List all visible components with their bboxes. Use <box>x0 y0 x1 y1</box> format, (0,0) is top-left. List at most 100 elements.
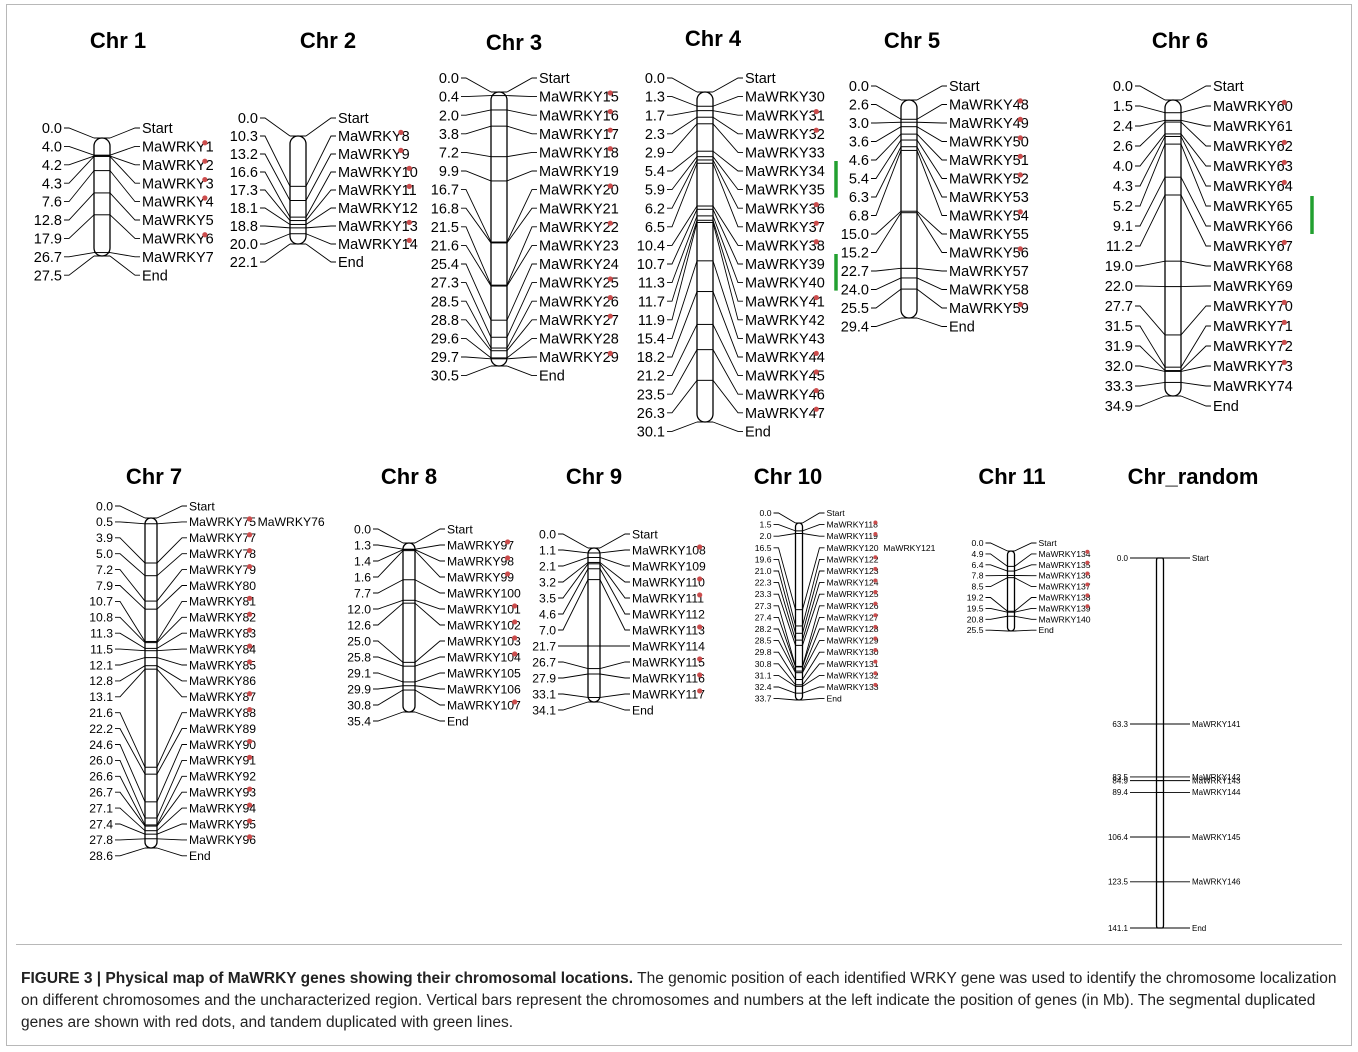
chr5-start-connector-right <box>916 85 947 101</box>
chr7-mawrky90-connector-left <box>115 744 146 803</box>
chr9-mawrky117-label: MaWRKY117 <box>632 687 705 701</box>
chr11-title: Chr 11 <box>978 464 1045 489</box>
chr3-mawrky24-label: MaWRKY24 <box>539 257 619 273</box>
chr1-mawrky3-connector-left <box>64 156 95 184</box>
chr6-mawrky73-label: MaWRKY73 <box>1213 359 1293 375</box>
chr6-mawrky69-position: 22.0 <box>1105 279 1133 295</box>
chr5-mawrky52-label: MaWRKY52 <box>949 172 1029 188</box>
chr11-mawrky139-label: MaWRKY139 <box>1039 603 1091 613</box>
chr3-mawrky19-label: MaWRKY19 <box>539 164 619 180</box>
chr6-mawrky71-connector-left <box>1135 325 1166 368</box>
chr3-mawrky28-connector-left <box>461 337 492 359</box>
chr10-mawrky131-label: MaWRKY131 <box>827 659 879 669</box>
chr4-mawrky40-connector-right <box>712 215 743 284</box>
chr6-mawrky67-connector-left <box>1135 194 1166 247</box>
chr7-mawrky88-position: 21.6 <box>89 706 113 720</box>
chr5-mawrky50-segmental-dot <box>1017 135 1023 141</box>
chr9-mawrky117-connector-right <box>599 693 630 698</box>
chr2-mawrky12-label: MaWRKY12 <box>338 201 418 217</box>
chr7-mawrky90-segmental-dot <box>247 738 253 745</box>
chr1-start-label: Start <box>142 121 173 137</box>
chr7-start-position: 0.0 <box>96 499 113 513</box>
chr9-mawrky108-position: 1.1 <box>539 543 556 557</box>
chr5-mawrky49-label: MaWRKY49 <box>949 116 1029 132</box>
chr3-mawrky19-connector-right <box>506 170 537 182</box>
chr10-mawrky130-position: 29.8 <box>755 647 772 657</box>
chr7-mawrky81-label: MaWRKY81 <box>189 595 256 609</box>
chr1-mawrky5-connector-left <box>64 192 95 221</box>
chr6-mawrky60-connector-right <box>1180 105 1211 114</box>
chr6-mawrky67-segmental-dot <box>1281 239 1287 245</box>
chr10-mawrky132-position: 31.1 <box>755 670 772 680</box>
chr3-mawrky22-connector-left <box>461 226 492 286</box>
chr9-mawrky115-position: 26.7 <box>532 655 556 669</box>
chr4-mawrky43-position: 15.4 <box>637 331 665 347</box>
chr8-mawrky107-connector-left <box>373 689 404 706</box>
chr5-mawrky56-label: MaWRKY56 <box>949 246 1029 262</box>
chr7-mawrky82-label: MaWRKY82 <box>189 611 256 625</box>
chr3-mawrky21-label: MaWRKY21 <box>539 201 619 217</box>
chr7-mawrky84-position: 11.5 <box>90 642 113 656</box>
chr4-end-connector-right <box>712 421 743 432</box>
chr3-mawrky17-connector-right <box>506 125 537 135</box>
chr10-mawrky118-connector-left <box>773 524 796 532</box>
chr1-mawrky6-connector-right <box>109 214 140 239</box>
chr2-mawrky10-label: MaWRKY10 <box>338 165 418 181</box>
chr1-end-connector-left <box>64 255 95 276</box>
chr8-mawrky107-segmental-dot <box>512 699 518 705</box>
chr3-mawrky20-connector-right <box>506 189 537 243</box>
chr10-mawrky127-segmental-dot <box>873 613 878 618</box>
chr6-mawrky65-connector-right <box>1180 143 1211 207</box>
chr4-mawrky32-position: 2.3 <box>645 127 665 143</box>
chr6-mawrky73-position: 32.0 <box>1105 359 1133 375</box>
chr1-mawrky6-connector-left <box>64 214 95 239</box>
chr4-start-connector-right <box>712 77 743 93</box>
chr3-mawrky15-connector-right <box>506 95 537 98</box>
chr7-mawrky78-label: MaWRKY78 <box>189 547 256 561</box>
chr3-mawrky25-label: MaWRKY25 <box>539 276 619 292</box>
chr7-mawrky96-label: MaWRKY96 <box>189 833 256 847</box>
chr8-mawrky107-label: MaWRKY107 <box>447 698 521 712</box>
chr10-mawrky122-label: MaWRKY122 <box>827 554 879 564</box>
chr9-mawrky117-connector-left <box>558 693 589 698</box>
chr7-mawrky78-segmental-dot <box>247 548 253 554</box>
chr10-mawrky130-connector-left <box>773 651 796 680</box>
chr11-mawrky137-position: 8.5 <box>972 582 984 592</box>
chr11-mawrky136-segmental-dot <box>1085 571 1090 576</box>
chr6-mawrky72-connector-left <box>1135 345 1166 371</box>
chr4-mawrky33-label: MaWRKY33 <box>745 145 825 161</box>
chr6-mawrky63-position: 4.0 <box>1113 159 1133 175</box>
chr1-start-connector-left <box>64 127 95 139</box>
chr8-start-position: 0.0 <box>354 522 371 536</box>
chr1-mawrky5-connector-right <box>109 192 140 221</box>
chr7-mawrky92-label: MaWRKY92 <box>189 770 256 784</box>
chr8-end-connector-right <box>414 711 445 722</box>
chr3-mawrky15-position: 0.4 <box>439 90 459 106</box>
chr10-mawrky128-label: MaWRKY128 <box>827 624 879 634</box>
chr6-mawrky68-label: MaWRKY68 <box>1213 259 1293 275</box>
chr8-start-connector-right <box>414 528 445 544</box>
chr7-mawrky84-label: MaWRKY84 <box>189 642 256 656</box>
chr4-mawrky30-label: MaWRKY30 <box>745 90 825 106</box>
chr11-mawrky138-position: 19.2 <box>967 593 984 603</box>
chr8-mawrky106-label: MaWRKY106 <box>447 682 521 696</box>
chr8-mawrky104-segmental-dot <box>512 651 518 657</box>
chr5-end-connector-right <box>916 317 947 327</box>
chr2-start-connector-right <box>305 117 336 137</box>
chr3-mawrky26-position: 28.5 <box>431 294 459 310</box>
chr4-mawrky45-position: 21.2 <box>637 369 665 385</box>
chr6-mawrky64-connector-right <box>1180 136 1211 187</box>
chr5-mawrky49-connector-left <box>871 121 902 124</box>
chr6-mawrky60-label: MaWRKY60 <box>1213 99 1293 115</box>
chr6-mawrky70-segmental-dot <box>1281 299 1287 305</box>
chr9-mawrky115-segmental-dot <box>697 656 703 662</box>
chr5-mawrky59-connector-left <box>871 288 902 309</box>
chr7-mawrky75-label: MaWRKY75 <box>189 515 256 529</box>
chr4-mawrky37-connector-left <box>667 163 698 228</box>
chr8-start-connector-left <box>373 528 404 544</box>
chr4-mawrky46-segmental-dot <box>813 387 819 394</box>
chr7-mawrky91-connector-left <box>115 759 146 819</box>
chr6-mawrky74-connector-left <box>1135 381 1166 387</box>
chr8-mawrky103-segmental-dot <box>512 635 518 641</box>
chr9-mawrky111-connector-left <box>558 563 589 599</box>
